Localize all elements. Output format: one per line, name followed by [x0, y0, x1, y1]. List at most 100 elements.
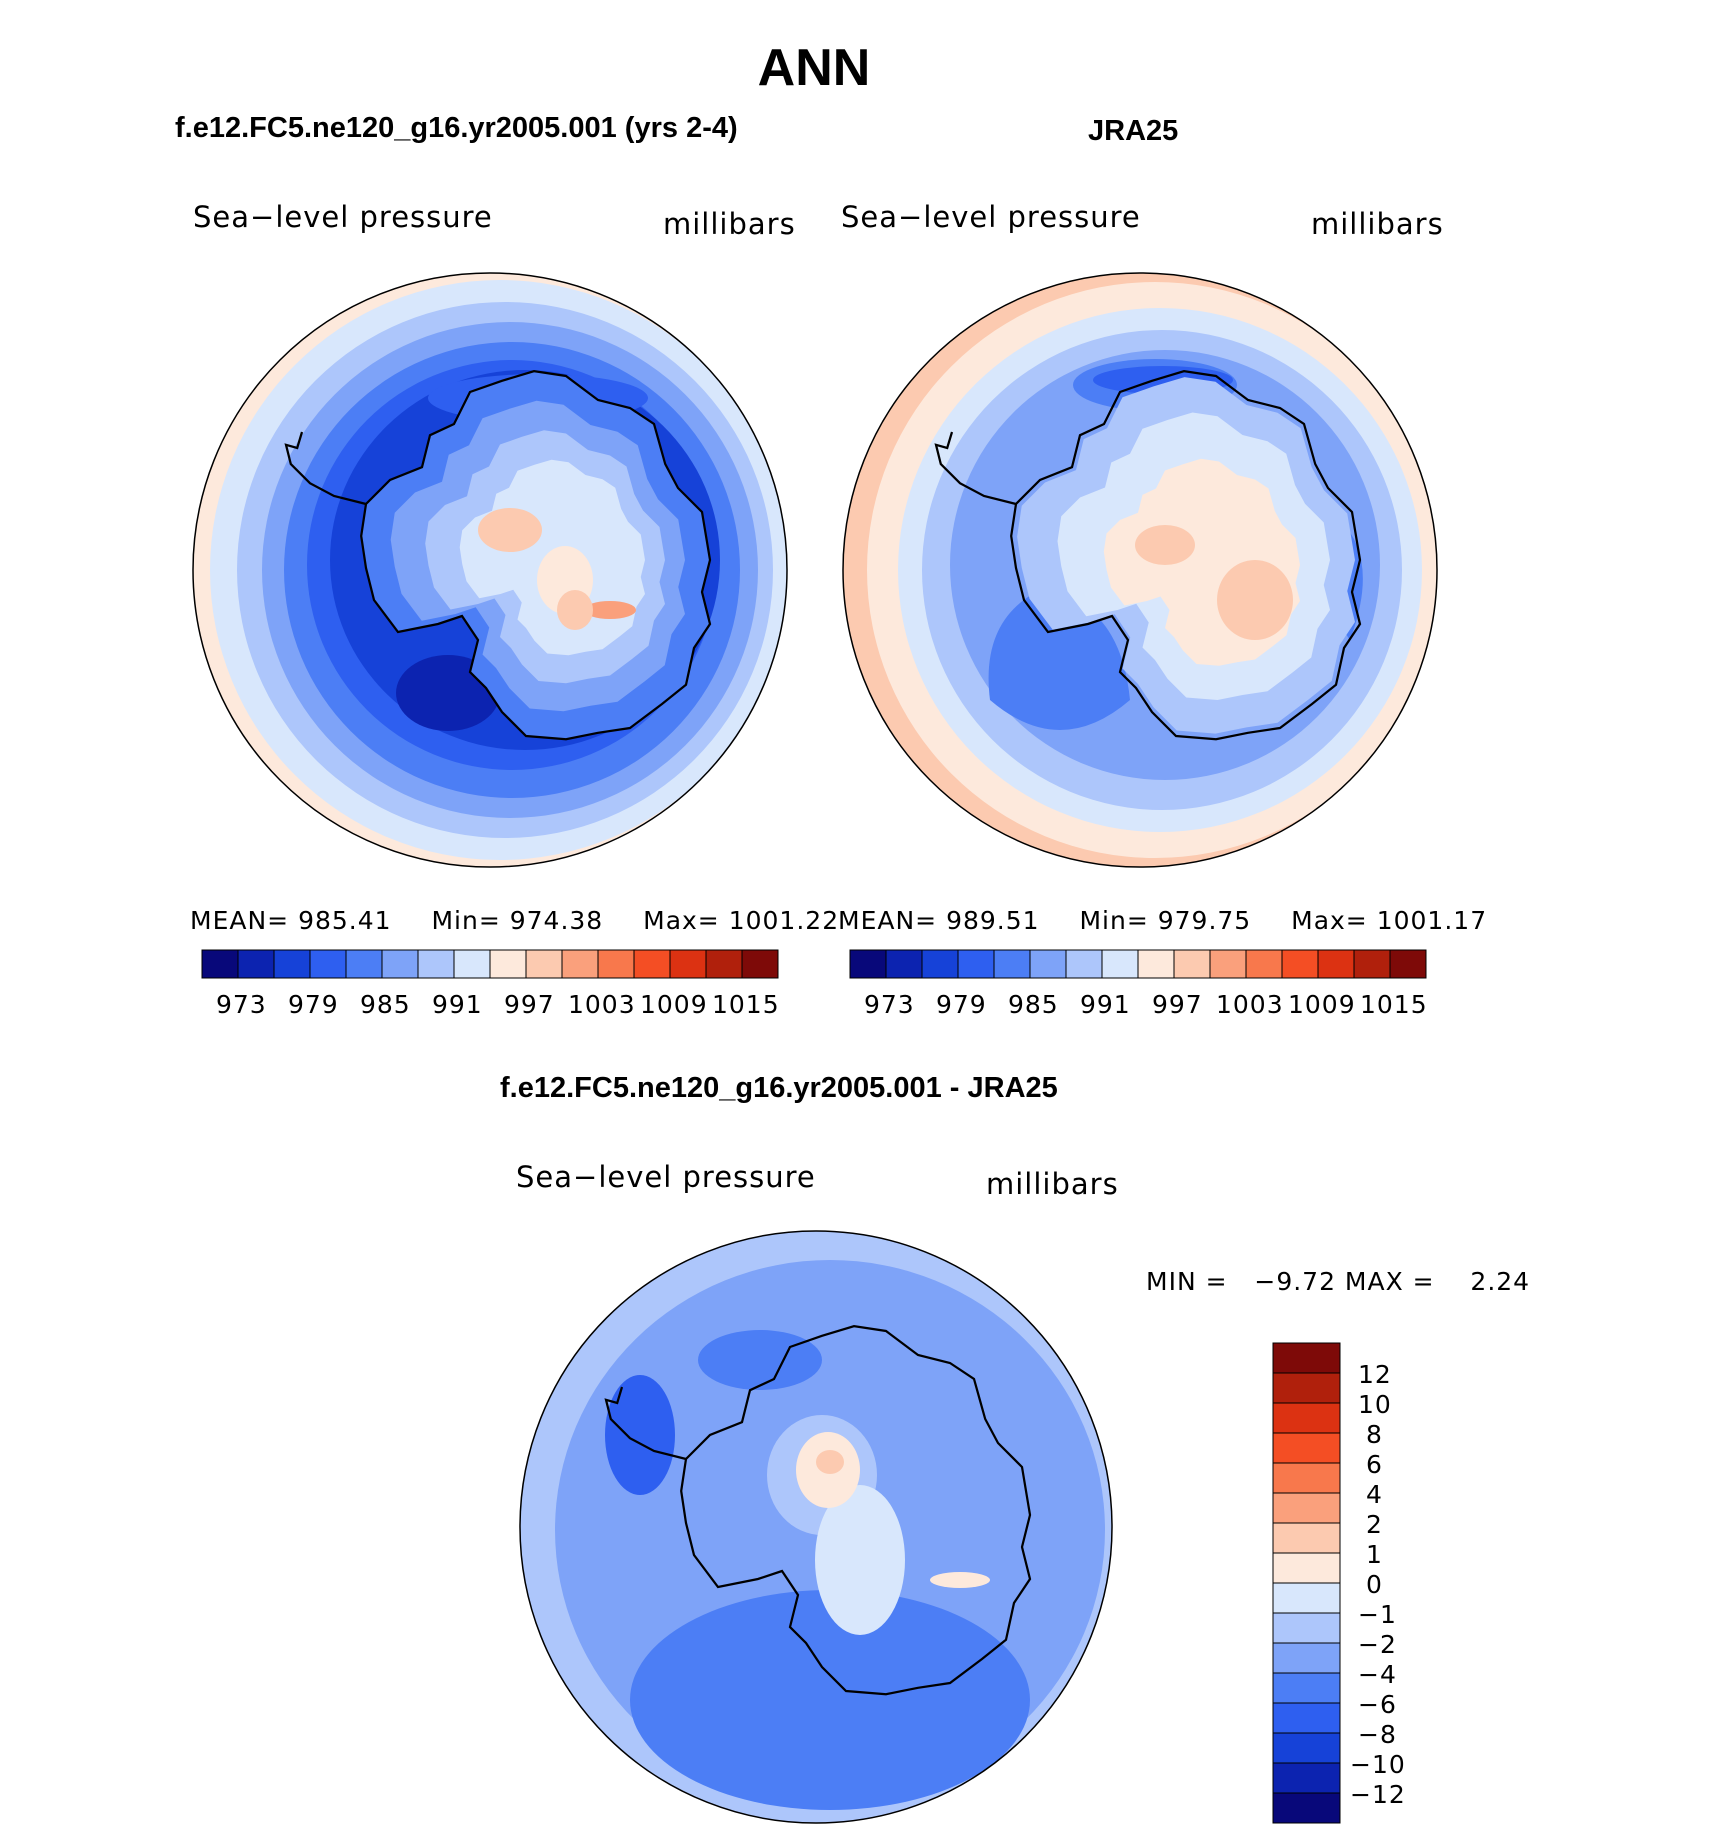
colorbar-swatch	[1272, 1762, 1341, 1794]
diff-cb-label-11: −6	[1358, 1690, 1397, 1719]
colorbar-swatch	[1209, 949, 1247, 979]
panel-1-cb-label-2: 985	[360, 990, 411, 1019]
colorbar-swatch	[1173, 949, 1211, 979]
panel-2-cb-label-6: 1009	[1288, 990, 1356, 1019]
panel-1-cb-label-3: 991	[432, 990, 483, 1019]
colorbar-swatch	[741, 949, 779, 979]
diff-cb-label-8: −1	[1358, 1600, 1397, 1629]
diff-panel-title: f.e12.FC5.ne120_g16.yr2005.001 - JRA25	[500, 1072, 1058, 1104]
panel-2-min-label: Min=	[1079, 906, 1149, 935]
colorbar-swatch	[1272, 1432, 1341, 1464]
colorbar-swatch	[597, 949, 635, 979]
diff-cb-label-14: −12	[1350, 1780, 1406, 1809]
colorbar-swatch	[1245, 949, 1283, 979]
panel-2-max-value: 1001.17	[1376, 906, 1488, 935]
panel-2-title: JRA25	[1088, 115, 1179, 147]
diff-cb-label-10: −4	[1358, 1660, 1397, 1689]
panel-1-mean-label: MEAN=	[190, 906, 290, 935]
colorbar-swatch	[1272, 1522, 1341, 1554]
diff-cb-label-2: 8	[1366, 1420, 1383, 1449]
panel-1-cb-label-7: 1015	[712, 990, 780, 1019]
panel-2-variable: Sea−level pressure	[841, 200, 1141, 234]
panel-1-cb-label-0: 973	[216, 990, 267, 1019]
panel-2-mean-value: 989.51	[946, 906, 1040, 935]
panel-1-cb-label-4: 997	[504, 990, 555, 1019]
panel-1-map	[193, 273, 787, 867]
colorbar-swatch	[957, 949, 995, 979]
diff-cb-label-12: −8	[1358, 1720, 1397, 1749]
diff-cb-label-13: −10	[1350, 1750, 1406, 1779]
panel-1-title: f.e12.FC5.ne120_g16.yr2005.001 (yrs 2-4)	[175, 112, 738, 144]
colorbar-swatch	[1272, 1582, 1341, 1614]
panel-2-colorbar	[849, 949, 1427, 979]
diff-cb-label-6: 1	[1366, 1540, 1383, 1569]
colorbar-swatch	[921, 949, 959, 979]
panel-1-min-value: 974.38	[509, 906, 604, 935]
colorbar-swatch	[1272, 1462, 1341, 1494]
colorbar-swatch	[1389, 949, 1427, 979]
diff-cb-label-9: −2	[1358, 1630, 1397, 1659]
diff-cb-label-4: 4	[1366, 1480, 1383, 1509]
colorbar-swatch	[993, 949, 1031, 979]
colorbar-swatch	[489, 949, 527, 979]
diff-panel-minmax: MIN = −9.72 MAX = 2.24	[1146, 1267, 1531, 1296]
diff-colorbar	[1272, 1342, 1341, 1824]
colorbar-swatch	[273, 949, 311, 979]
colorbar-swatch	[1029, 949, 1067, 979]
colorbar-swatch	[1101, 949, 1139, 979]
panel-2-stats: MEAN= 989.51 Min= 979.75 Max= 1001.17	[838, 906, 1487, 935]
panel-2-units: millibars	[1311, 207, 1444, 241]
page-title: ANN	[757, 39, 871, 97]
colorbar-swatch	[1272, 1642, 1341, 1674]
colorbar-swatch	[525, 949, 563, 979]
colorbar-swatch	[453, 949, 491, 979]
panel-2-cb-label-4: 997	[1152, 990, 1203, 1019]
panel-2-cb-label-3: 991	[1080, 990, 1131, 1019]
colorbar-swatch	[1272, 1612, 1341, 1644]
colorbar-swatch	[381, 949, 419, 979]
panel-1-variable: Sea−level pressure	[193, 200, 493, 234]
panel-1-mean-value: 985.41	[298, 906, 392, 935]
panel-2-min-value: 979.75	[1157, 906, 1252, 935]
colorbar-swatch	[1317, 949, 1355, 979]
diff-cb-label-3: 6	[1366, 1450, 1383, 1479]
diff-panel-units: millibars	[986, 1167, 1119, 1201]
colorbar-swatch	[1272, 1702, 1341, 1734]
panel-1-cb-label-5: 1003	[568, 990, 636, 1019]
colorbar-swatch	[201, 949, 239, 979]
colorbar-swatch	[1272, 1732, 1341, 1764]
panel-1-max-value: 1001.22	[728, 906, 840, 935]
panel-2-cb-label-1: 979	[936, 990, 987, 1019]
colorbar-swatch	[1272, 1372, 1341, 1404]
colorbar-swatch	[309, 949, 347, 979]
panel-2-cb-label-5: 1003	[1216, 990, 1284, 1019]
panel-2-cb-label-7: 1015	[1360, 990, 1428, 1019]
colorbar-swatch	[1137, 949, 1175, 979]
colorbar-swatch	[417, 949, 455, 979]
colorbar-swatch	[705, 949, 743, 979]
colorbar-swatch	[237, 949, 275, 979]
colorbar-swatch	[669, 949, 707, 979]
panel-2-mean-label: MEAN=	[838, 906, 938, 935]
diff-cb-label-7: 0	[1366, 1570, 1383, 1599]
panel-1-max-label: Max=	[643, 906, 720, 935]
colorbar-swatch	[885, 949, 923, 979]
colorbar-swatch	[1272, 1342, 1341, 1374]
colorbar-swatch	[1272, 1672, 1341, 1704]
panel-1-min-label: Min=	[431, 906, 501, 935]
colorbar-swatch	[849, 949, 887, 979]
panel-1-cb-label-1: 979	[288, 990, 339, 1019]
colorbar-swatch	[1065, 949, 1103, 979]
panel-2-cb-label-0: 973	[864, 990, 915, 1019]
panel-2-max-label: Max=	[1291, 906, 1368, 935]
diff-cb-label-0: 12	[1358, 1360, 1392, 1389]
diff-panel-variable: Sea−level pressure	[516, 1160, 816, 1194]
panel-1-stats: MEAN= 985.41 Min= 974.38 Max= 1001.22	[190, 906, 839, 935]
colorbar-swatch	[1272, 1492, 1341, 1524]
panel-1-colorbar	[201, 949, 779, 979]
diff-cb-label-5: 2	[1366, 1510, 1383, 1539]
diff-cb-label-1: 10	[1358, 1390, 1392, 1419]
panel-2-cb-label-2: 985	[1008, 990, 1059, 1019]
panel-1-cb-label-6: 1009	[640, 990, 708, 1019]
colorbar-swatch	[1272, 1402, 1341, 1434]
